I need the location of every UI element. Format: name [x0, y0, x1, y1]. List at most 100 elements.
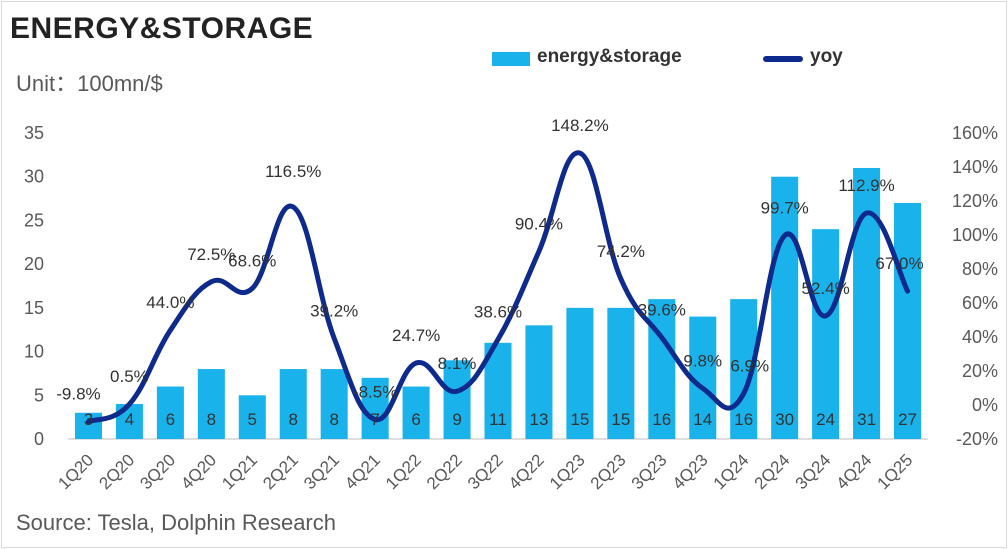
legend-bar-swatch [492, 52, 530, 66]
bar-value-label: 7 [370, 410, 379, 429]
yoy-value-label: 38.6% [474, 302, 522, 321]
x-tick-label: 2Q20 [95, 450, 138, 493]
yoy-value-label: 99.7% [761, 199, 809, 218]
y-right-tick-label: 120% [952, 191, 998, 211]
x-tick-label: 1Q21 [218, 450, 261, 493]
y-left-tick-label: 25 [24, 210, 44, 230]
x-tick-label: 4Q20 [177, 450, 220, 493]
y-right-tick-label: -20% [956, 429, 998, 449]
bar-value-label: 11 [489, 410, 507, 429]
chart-title: ENERGY&STORAGE [10, 12, 314, 45]
y-left-tick-label: 20 [24, 254, 44, 274]
yoy-line [85, 150, 911, 425]
legend-line-swatch [763, 56, 803, 62]
x-tick-label: 1Q24 [710, 450, 753, 493]
bar-value-label: 31 [857, 410, 876, 429]
yoy-value-label: 39.6% [638, 301, 686, 320]
y-right-tick-label: 0% [972, 395, 998, 415]
bar-value-label: 15 [611, 410, 630, 429]
bar [443, 360, 471, 439]
yoy-value-label: 90.4% [515, 214, 563, 233]
yoy-value-label: 148.2% [551, 116, 609, 135]
bar-value-label: 8 [289, 410, 298, 429]
y-left-tick-label: 10 [24, 342, 44, 362]
x-tick-label: 2Q24 [751, 450, 794, 493]
bar [525, 325, 553, 439]
bar [607, 307, 635, 439]
yoy-value-label: 44.0% [146, 293, 194, 312]
bar-value-label: 8 [207, 410, 216, 429]
bar-value-label: 15 [570, 410, 589, 429]
data-labels: 3 4 6 8 5 8 8 7 6 9 11 13 15 15 16 14 16 30 24 31 27 -9.8% 0.5… [56, 116, 923, 429]
y-right-tick-label: 100% [952, 225, 998, 245]
bar-value-label: 6 [411, 410, 420, 429]
bar [279, 369, 307, 439]
bar-series [74, 167, 922, 439]
bar [566, 307, 594, 439]
y-left-tick-label: 30 [24, 167, 44, 187]
x-tick-label: 3Q22 [464, 450, 507, 493]
yoy-value-label: 72.5% [187, 245, 235, 264]
x-tick-label: 3Q24 [792, 450, 835, 493]
bar-value-label: 8 [329, 410, 338, 429]
bar [771, 176, 799, 439]
bar [74, 412, 102, 439]
x-tick-label: 1Q20 [54, 450, 97, 493]
yoy-value-label: 116.5% [265, 162, 321, 181]
bar-value-label: 6 [166, 410, 175, 429]
y-left-tick-label: 35 [24, 123, 44, 143]
x-tick-label: 3Q21 [300, 450, 343, 493]
yoy-value-label: 112.9% [838, 176, 894, 195]
bar-value-label: 24 [816, 410, 835, 429]
y-left-tick-label: 15 [24, 298, 44, 318]
yoy-value-label: 74.2% [597, 242, 645, 261]
yoy-value-label: 24.7% [392, 326, 440, 345]
bar-value-label: 5 [248, 410, 257, 429]
yoy-value-label: -9.8% [56, 385, 100, 404]
bar-value-label: 13 [529, 410, 548, 429]
y-right-tick-label: 60% [962, 293, 998, 313]
bar [648, 299, 676, 439]
yoy-value-label: 67.0% [875, 254, 923, 273]
y-right-tick-label: 20% [962, 361, 998, 381]
y-right-tick-label: 160% [952, 123, 998, 143]
bar-value-label: 4 [125, 410, 134, 429]
bar [894, 202, 922, 439]
legend-bar-label: energy&storage [537, 46, 682, 67]
x-tick-label: 1Q23 [546, 450, 589, 493]
yoy-value-label: 8.1% [438, 354, 477, 373]
bar [812, 229, 840, 439]
bar-value-label: 14 [693, 410, 712, 429]
y-left-tick-label: 5 [34, 385, 44, 405]
bar [853, 167, 881, 439]
x-tick-label: 1Q25 [874, 450, 917, 493]
x-tick-label: 2Q23 [587, 450, 630, 493]
bar-value-label: 3 [84, 410, 93, 429]
x-tick-label: 4Q23 [669, 450, 712, 493]
unit-label: Unit：100mn/$ [16, 71, 163, 96]
x-tick-label: 4Q24 [833, 450, 876, 493]
y-left-tick-label: 0 [34, 429, 44, 449]
yoy-value-label: 52.4% [802, 279, 850, 298]
line-series [85, 150, 911, 425]
yoy-value-label: -8.5% [353, 382, 397, 401]
yoy-value-label: 6.9% [730, 356, 769, 375]
bar-value-label: 9 [452, 410, 461, 429]
x-tick-label: 2Q21 [259, 450, 302, 493]
yoy-value-label: 9.8% [683, 351, 722, 370]
bar [197, 369, 225, 439]
x-tick-label: 2Q22 [423, 450, 466, 493]
y-right-tick-label: 40% [962, 327, 998, 347]
bar-value-label: 16 [652, 410, 671, 429]
y-right-tick-label: 80% [962, 259, 998, 279]
x-tick-label: 4Q22 [505, 450, 548, 493]
source-note: Source: Tesla, Dolphin Research [16, 510, 336, 535]
x-tick-label: 4Q21 [341, 450, 384, 493]
y-right-tick-label: 140% [952, 157, 998, 177]
yoy-value-label: 39.2% [310, 301, 358, 320]
x-tick-label: 3Q23 [628, 450, 671, 493]
bar-value-label: 16 [734, 410, 753, 429]
bar-value-label: 27 [898, 410, 917, 429]
